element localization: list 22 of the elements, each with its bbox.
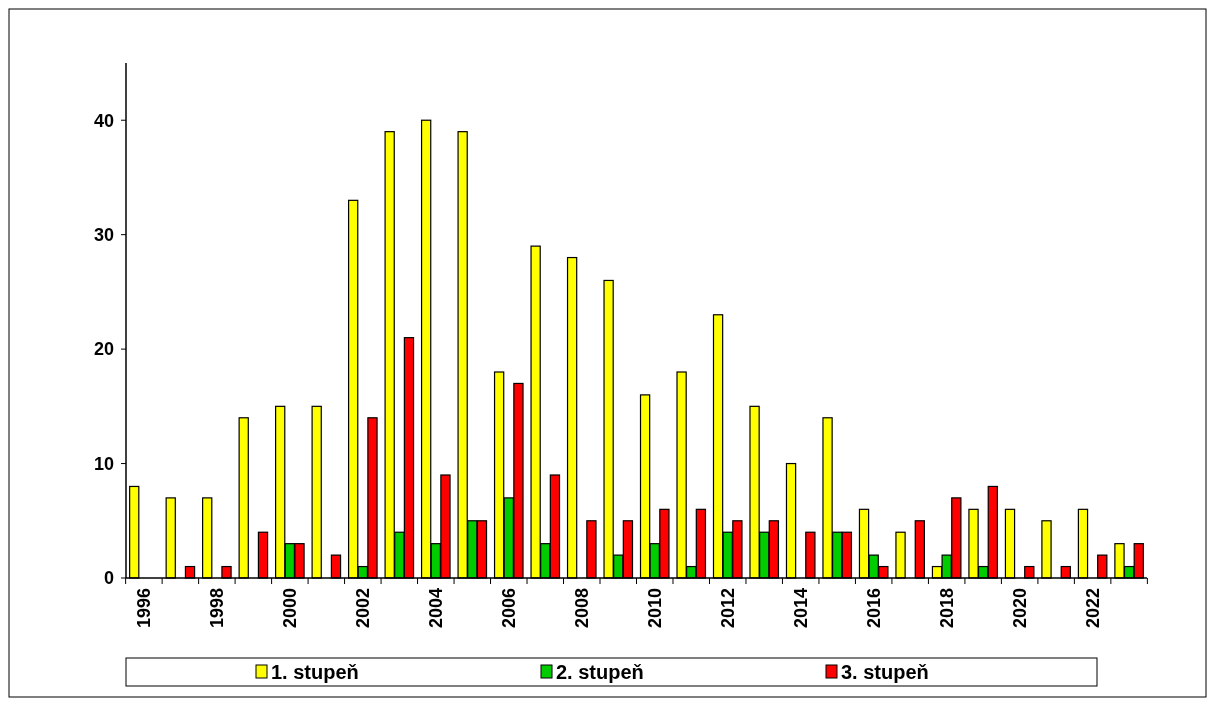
- x-tick-label: 2010: [645, 588, 666, 629]
- x-tick-label: 2002: [353, 588, 374, 629]
- x-tick-label: 2004: [426, 588, 447, 629]
- x-tick-label: 2006: [499, 588, 520, 629]
- x-tick-label: 2000: [280, 588, 301, 629]
- x-tick-label: 1996: [134, 588, 155, 629]
- x-tick-label: 2014: [791, 588, 812, 629]
- x-tick-label: 2016: [863, 588, 884, 629]
- legend-label: 2. stupeň: [556, 661, 644, 683]
- y-tick-label: 40: [93, 110, 114, 131]
- legend-label: 1. stupeň: [271, 661, 359, 683]
- x-tick-label: 2012: [718, 588, 739, 629]
- x-tick-label: 2018: [936, 588, 957, 629]
- x-tick-label: 2008: [572, 588, 593, 629]
- y-tick-label: 0: [103, 568, 114, 589]
- x-tick-label: 2020: [1009, 588, 1030, 629]
- x-tick-label: 2022: [1082, 588, 1103, 629]
- y-tick-label: 20: [93, 339, 114, 360]
- x-tick-label: 1998: [207, 588, 228, 629]
- legend-label: 3. stupeň: [841, 661, 929, 683]
- y-tick-label: 30: [93, 224, 114, 245]
- y-tick-label: 10: [93, 453, 114, 474]
